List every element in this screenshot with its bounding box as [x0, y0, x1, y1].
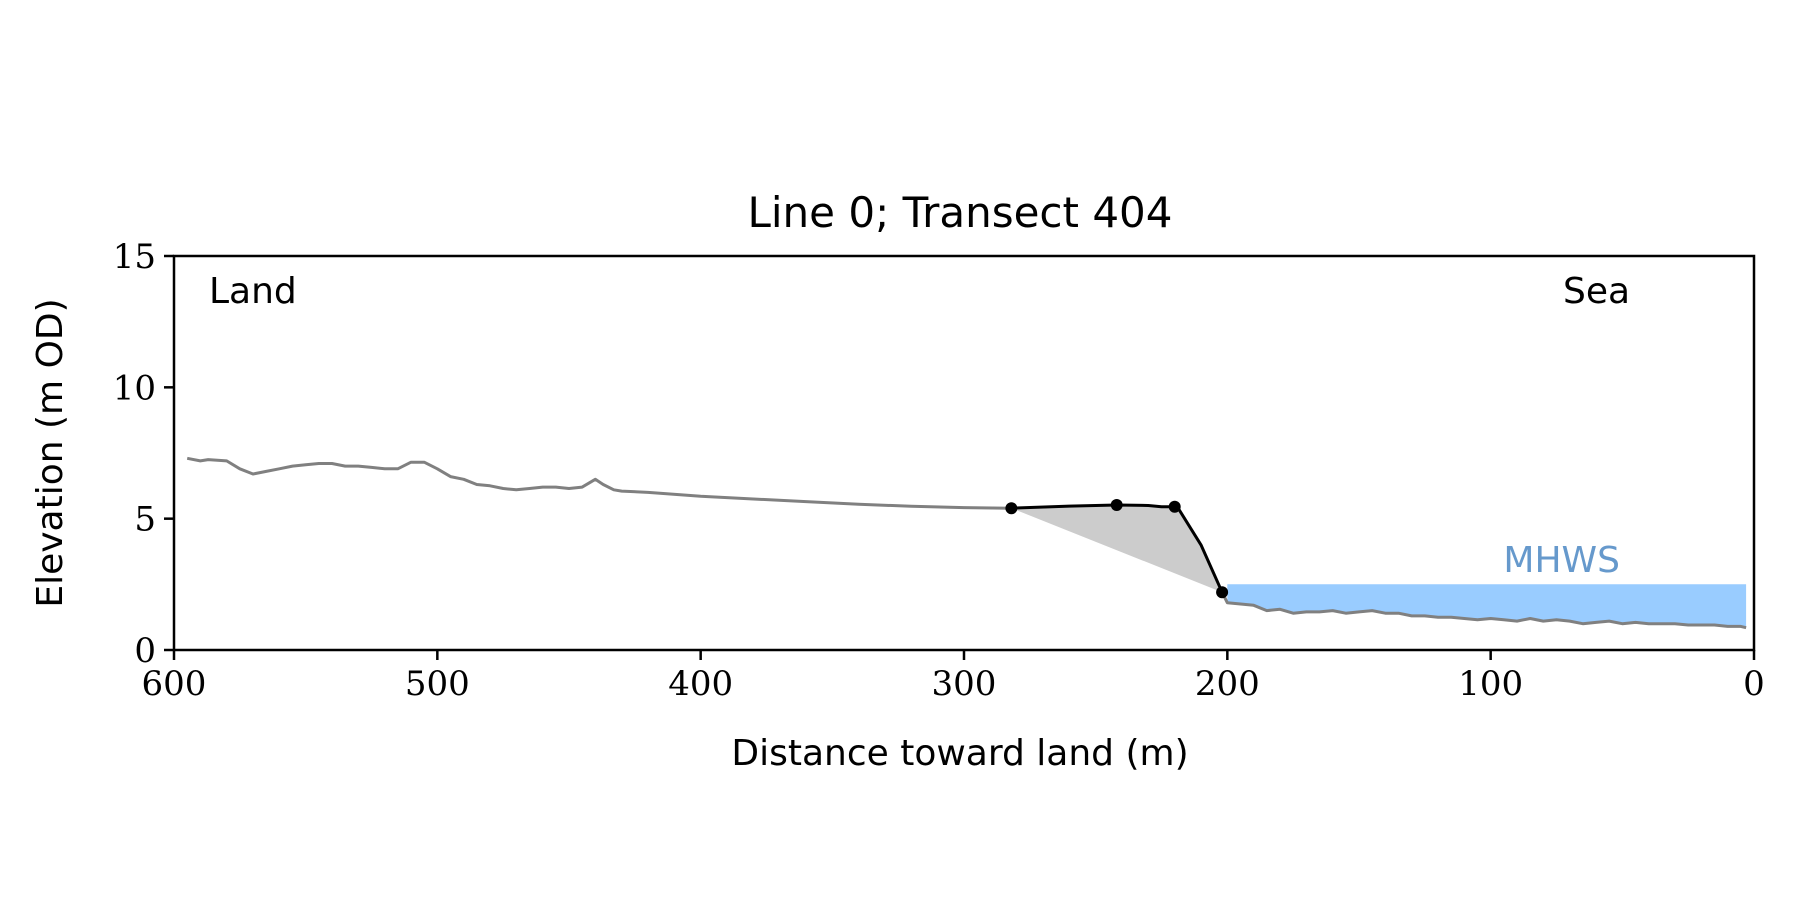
y-axis-label: Elevation (m OD) — [30, 298, 71, 607]
x-tick-label: 600 — [142, 664, 207, 704]
x-tick-label: 0 — [1743, 664, 1765, 704]
cliff-area-fill — [1011, 505, 1223, 593]
y-tick-label: 0 — [134, 631, 156, 671]
cliff-point-marker — [1216, 586, 1229, 599]
mhws-water-fill — [1227, 584, 1747, 628]
x-tick-label: 500 — [405, 664, 470, 704]
x-axis-label: Distance toward land (m) — [731, 733, 1188, 774]
cliff-point-marker — [1168, 500, 1181, 513]
y-tick-label: 5 — [134, 500, 156, 540]
sea-annotation: Sea — [1563, 271, 1630, 312]
profile-line-landward — [186, 456, 1012, 510]
y-tick-label: 15 — [113, 237, 156, 277]
mhws-label: MHWS — [1503, 540, 1620, 581]
cliff-point-marker — [1110, 499, 1123, 511]
plot-area: 600 500 400 300 200 100 0 0 5 10 15 — [113, 237, 1765, 704]
x-tick-label: 100 — [1458, 664, 1523, 704]
x-tick-label: 200 — [1195, 664, 1260, 704]
chart-title: Line 0; Transect 404 — [747, 188, 1172, 237]
y-tick-label: 10 — [113, 368, 156, 408]
land-annotation: Land — [209, 271, 297, 312]
cliff-point-marker — [1005, 502, 1018, 515]
x-tick-label: 400 — [668, 664, 733, 704]
profile-line-seaward — [1220, 591, 1747, 630]
x-tick-label: 300 — [932, 664, 997, 704]
cliff-line — [1011, 503, 1224, 593]
